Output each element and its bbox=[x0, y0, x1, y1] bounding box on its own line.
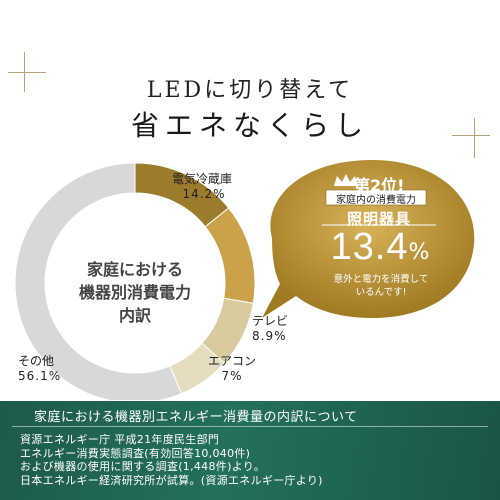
label-aircon-value: 7% bbox=[221, 369, 243, 383]
callout-rank: 第2位! bbox=[354, 176, 405, 195]
callout-note-line-1: 意外と電力を消費して bbox=[333, 274, 429, 285]
donut-center-label: 家庭における 機器別消費電力 内訳 bbox=[55, 258, 215, 327]
callout-value-number: 13.4 bbox=[330, 226, 409, 268]
donut-chart bbox=[14, 162, 256, 400]
label-tv-value: 8.9% bbox=[252, 329, 287, 343]
callout-subtitle-box bbox=[325, 189, 427, 206]
frame-line-top-left bbox=[8, 72, 46, 73]
footer-body: 資源エネルギー庁 平成21年度民生部門 エネルギー消費実態調査(有効回答10,0… bbox=[20, 433, 323, 487]
crown-icon bbox=[334, 174, 358, 186]
title-line-2: 省エネなくらし bbox=[130, 109, 369, 142]
label-refrigerator: 電気冷蔵庫 14.2% bbox=[172, 172, 232, 202]
frame-line-top-left-vertical bbox=[24, 52, 25, 92]
callout-note-line-2: いるんです! bbox=[355, 287, 407, 298]
label-aircon-name: エアコン bbox=[208, 354, 257, 368]
title-line-1: LEDに切り替えて bbox=[146, 78, 354, 103]
footer-panel: 家庭における機器別エネルギー消費量の内訳について 資源エネルギー庁 平成21年度… bbox=[0, 401, 500, 500]
callout-value: 13.4% bbox=[300, 226, 460, 275]
label-other-value: 56.1% bbox=[18, 369, 62, 383]
center-label-line-2: 機器別消費電力 bbox=[78, 283, 191, 302]
label-other: その他 56.1% bbox=[18, 354, 61, 384]
label-refrigerator-value: 14.2% bbox=[182, 187, 226, 201]
label-refrigerator-name: 電気冷蔵庫 bbox=[172, 172, 233, 186]
footer-title: 家庭における機器別エネルギー消費量の内訳について bbox=[34, 410, 358, 425]
label-other-name: その他 bbox=[18, 354, 55, 368]
label-aircon: エアコン 7% bbox=[208, 354, 256, 384]
callout-value-unit: % bbox=[408, 240, 430, 265]
donut-segment-other bbox=[14, 162, 183, 400]
callout-subtitle: 家庭内の消費電力 bbox=[336, 195, 416, 206]
center-label-line-3: 内訳 bbox=[118, 306, 151, 325]
label-tv: テレビ 8.9% bbox=[252, 314, 288, 344]
callout-note: 意外と電力を消費して いるんです! bbox=[316, 273, 446, 299]
footer-divider bbox=[12, 426, 488, 427]
frame-line-top-right bbox=[452, 135, 490, 136]
label-tv-name: テレビ bbox=[252, 314, 289, 328]
frame-line-top-right-vertical bbox=[474, 118, 475, 158]
center-label-line-1: 家庭における bbox=[86, 260, 183, 279]
callout-bubble bbox=[262, 160, 475, 318]
callout-category: 照明器具 bbox=[346, 210, 411, 228]
